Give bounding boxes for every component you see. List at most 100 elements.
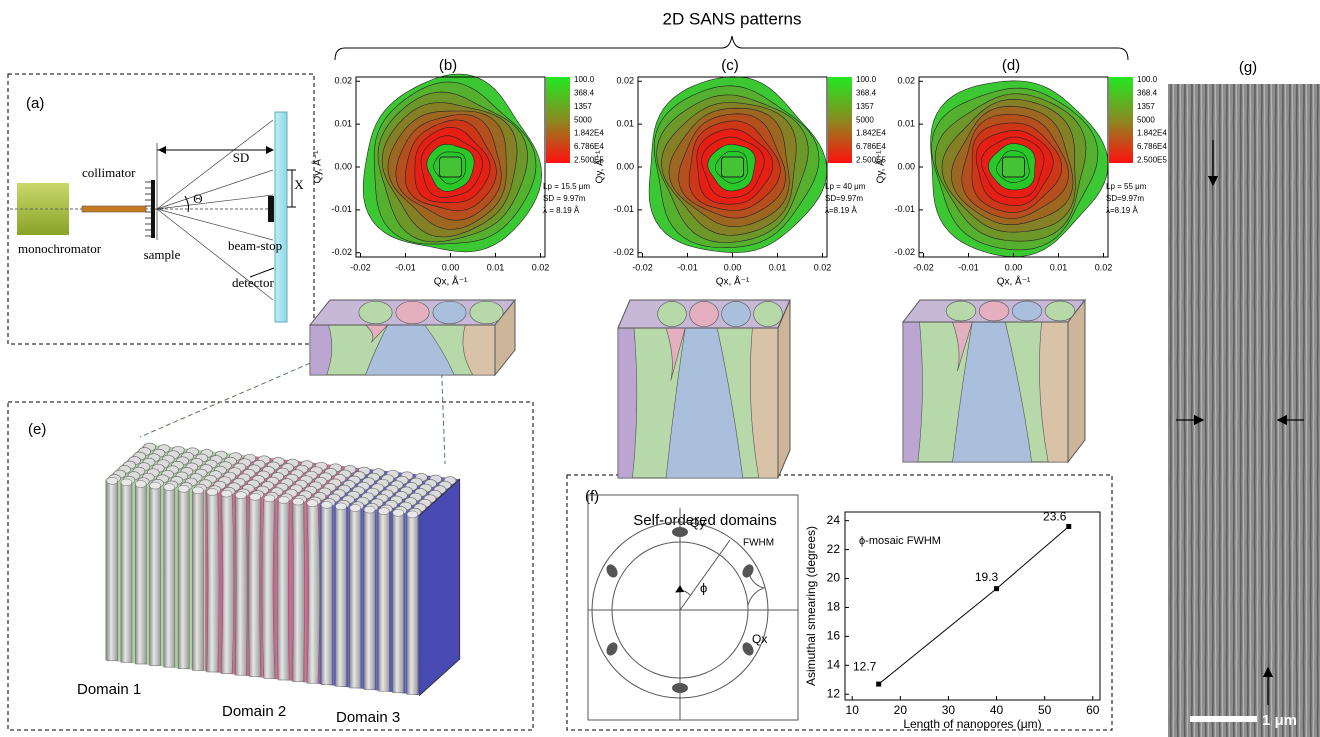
pore-cylinder <box>293 502 305 682</box>
beam-center <box>440 157 462 177</box>
x-label: X <box>294 177 304 192</box>
beam-stop-block <box>268 196 274 222</box>
y-tick-label: 0.00 <box>334 161 352 171</box>
colorbar-label: 1357 <box>574 102 592 111</box>
top-domain <box>946 301 976 321</box>
pore-top <box>207 489 218 496</box>
y-axis-label: Asimuthal smearing (degrees) <box>804 526 818 686</box>
detector-label: detector <box>232 275 275 290</box>
spot <box>604 640 620 657</box>
pore-cylinder <box>364 510 375 690</box>
y-tick-label: 16 <box>827 629 841 643</box>
panel-label: (e) <box>28 421 46 438</box>
top-domain <box>1012 301 1042 321</box>
phi-arc <box>676 591 690 595</box>
top-domain <box>359 301 392 324</box>
x-tick-label: 0.00 <box>442 262 460 272</box>
value-label: 23.6 <box>1043 510 1067 524</box>
sample-label: sample <box>144 247 181 262</box>
colorbar-label: 368.4 <box>856 89 877 98</box>
top-domain <box>754 301 783 326</box>
colorbar-label: 1.842E4 <box>1137 129 1167 138</box>
phi-line <box>680 540 730 610</box>
panel-label: (c) <box>721 57 739 74</box>
top-domain <box>979 301 1009 321</box>
colorbar-label: 5000 <box>574 115 592 124</box>
colorbar-label: 6.786E4 <box>856 142 886 151</box>
x-tick-label: -0.02 <box>632 262 653 272</box>
pore-top <box>293 498 304 505</box>
y-tick-label: 0.00 <box>616 161 634 171</box>
y-tick-label: -0.01 <box>894 204 915 214</box>
pore-cylinder <box>249 497 261 677</box>
point <box>1066 524 1071 529</box>
theta-label: Θ <box>193 191 202 206</box>
domain-label: Domain 2 <box>222 703 286 720</box>
pore-cylinder <box>121 482 132 662</box>
pore-cylinder <box>321 505 332 685</box>
x-axis-label: Qx, Å⁻¹ <box>434 275 468 288</box>
x-tick-label: 0.02 <box>1095 262 1113 272</box>
y-tick-label: 20 <box>827 571 841 585</box>
colorbar-label: 368.4 <box>1137 89 1158 98</box>
panel-label: (a) <box>26 95 44 112</box>
pore-cylinder <box>164 487 175 667</box>
y-tick-label: 0.02 <box>616 76 634 86</box>
y-tick-label: 0.02 <box>897 76 915 86</box>
colorbar-label: 6.786E4 <box>574 142 604 151</box>
y-axis-label: Qy, Å⁻¹ <box>593 150 606 184</box>
pore-cylinder <box>135 484 146 664</box>
pore-top <box>321 501 332 508</box>
x-tick-label: 40 <box>990 703 1004 717</box>
sample-plate <box>151 180 155 238</box>
sd-label: SD <box>233 150 250 165</box>
x-axis-label: Qx, Å⁻¹ <box>997 275 1031 288</box>
x-tick-label: -0.01 <box>677 262 698 272</box>
colorbar <box>1109 77 1133 163</box>
pore-cylinder <box>150 486 161 666</box>
pore-top <box>264 495 275 502</box>
y-tick-label: 0.01 <box>616 119 634 129</box>
x-tick-label: -0.01 <box>395 262 416 272</box>
panel-label: (b) <box>439 57 457 74</box>
pore-cylinder <box>393 513 404 693</box>
colorbar-label: 368.4 <box>574 89 595 98</box>
monochromator-label: monochromator <box>18 241 102 256</box>
top-domain <box>396 301 429 324</box>
pore-array <box>105 443 460 695</box>
colorbar-label: 100.0 <box>856 75 877 84</box>
y-tick-label: -0.02 <box>894 247 915 257</box>
x-tick-label: 10 <box>846 703 860 717</box>
pore-top <box>393 509 404 516</box>
pore-cylinder <box>178 489 189 669</box>
pore-cylinder <box>221 494 234 674</box>
colorbar-label: 2.500E5 <box>1137 156 1167 165</box>
top-domain <box>1045 301 1075 321</box>
pore-cylinder <box>350 508 361 688</box>
sem-image <box>1168 84 1320 737</box>
pore-top <box>164 484 175 491</box>
parameter: SD=9.97m <box>825 194 863 203</box>
x-tick-label: 30 <box>942 703 956 717</box>
pore-cylinder <box>335 506 346 686</box>
phi-label: ϕ <box>700 580 707 595</box>
top-domain <box>433 301 466 324</box>
x-tick-label: -0.01 <box>958 262 979 272</box>
side-face <box>1068 300 1085 462</box>
pore-top <box>178 485 189 492</box>
panel-label: (d) <box>1002 57 1020 74</box>
x-tick-label: 0.02 <box>814 262 832 272</box>
y-tick-label: 12 <box>827 686 841 700</box>
parameter: SD = 9.97m <box>543 194 586 203</box>
colorbar-label: 100.0 <box>1137 75 1158 84</box>
colorbar-label: 1.842E4 <box>856 129 886 138</box>
colorbar-label: 5000 <box>856 115 874 124</box>
pore-cylinder <box>378 511 389 691</box>
pore-cylinder <box>235 495 247 675</box>
colorbar-label: 5000 <box>1137 115 1155 124</box>
parameter: λ=8.19 Å <box>825 206 857 215</box>
x-tick-label: 50 <box>1038 703 1052 717</box>
domain-label: Domain 1 <box>77 681 141 698</box>
colorbar-label: 1357 <box>856 102 874 111</box>
y-axis-label: Qy, Å⁻¹ <box>311 150 324 184</box>
